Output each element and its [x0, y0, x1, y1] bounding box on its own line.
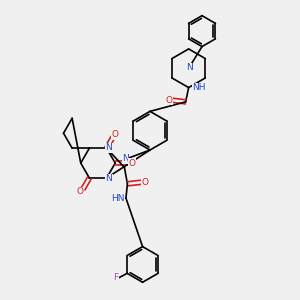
- Text: N: N: [186, 63, 193, 72]
- Text: O: O: [141, 178, 148, 187]
- Text: F: F: [113, 273, 119, 282]
- Text: O: O: [77, 187, 84, 196]
- Text: HN: HN: [111, 194, 124, 202]
- Text: NH: NH: [193, 83, 206, 92]
- Text: N: N: [106, 174, 112, 183]
- Text: O: O: [166, 96, 173, 105]
- Text: O: O: [128, 159, 135, 168]
- Text: O: O: [112, 130, 119, 140]
- Text: N: N: [122, 154, 129, 164]
- Text: N: N: [106, 143, 112, 152]
